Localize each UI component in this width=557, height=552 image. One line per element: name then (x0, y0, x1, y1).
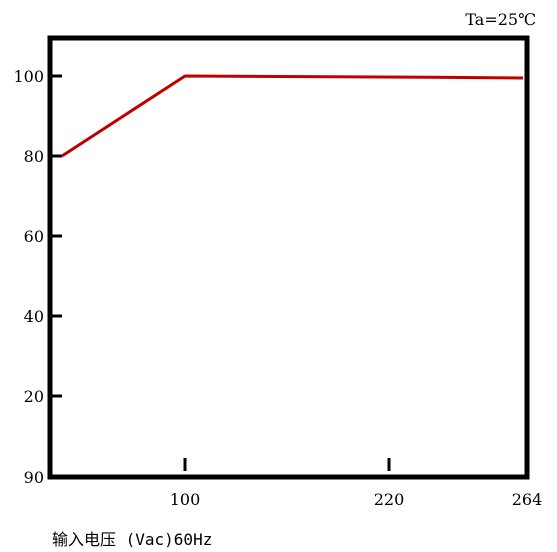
y-axis: 90 20 40 60 80 100 (13, 67, 62, 487)
series-layer (61, 74, 524, 158)
plot-frame (47, 35, 530, 480)
y-tick-label: 60 (24, 227, 44, 246)
y-tick-label: 80 (24, 147, 44, 166)
y-tick-label: 90 (24, 468, 44, 487)
x-axis-title: 输入电压 (Vac)60Hz (52, 530, 212, 549)
x-tick-label: 100 (170, 490, 201, 509)
x-axis: 100 220 264 (170, 458, 543, 509)
x-tick-label: 220 (374, 490, 405, 509)
y-tick-label: 20 (24, 387, 44, 406)
series-line (61, 74, 524, 158)
temperature-annotation: Ta=25℃ (465, 10, 536, 29)
x-tick-label: 264 (512, 490, 543, 509)
y-tick-label: 40 (24, 307, 44, 326)
y-tick-label: 100 (13, 67, 44, 86)
